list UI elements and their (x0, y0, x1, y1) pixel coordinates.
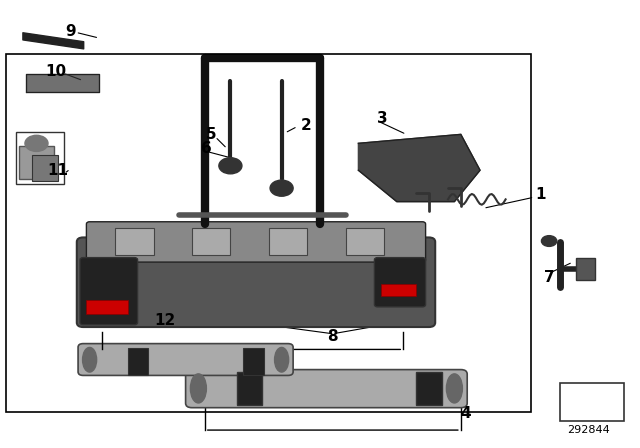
Bar (381, 284, 416, 296)
Bar (560, 383, 624, 421)
Text: 12: 12 (154, 313, 176, 328)
Text: 2: 2 (301, 118, 311, 133)
FancyBboxPatch shape (77, 237, 435, 327)
Bar (128, 348, 148, 375)
Ellipse shape (191, 374, 206, 403)
Bar (576, 258, 595, 280)
Bar (16, 132, 64, 184)
Ellipse shape (447, 374, 463, 403)
Text: 8: 8 (328, 329, 338, 345)
Text: 3: 3 (378, 111, 388, 126)
Ellipse shape (275, 348, 289, 372)
Text: 292844: 292844 (568, 425, 610, 435)
Circle shape (270, 180, 293, 196)
Text: 11: 11 (47, 163, 68, 178)
Bar (237, 372, 262, 405)
Text: 10: 10 (45, 64, 67, 79)
Text: 4: 4 (461, 405, 471, 421)
Circle shape (541, 236, 557, 246)
Bar (115, 228, 154, 255)
FancyBboxPatch shape (78, 344, 293, 375)
Circle shape (219, 158, 242, 174)
Bar (269, 228, 307, 255)
Text: 7: 7 (544, 270, 554, 285)
Circle shape (25, 135, 48, 151)
Bar (19, 146, 54, 179)
Bar (86, 300, 128, 314)
Bar (416, 372, 442, 405)
Text: 1: 1 (536, 187, 546, 202)
Ellipse shape (83, 348, 97, 372)
Bar (192, 228, 230, 255)
Bar (6, 54, 531, 412)
FancyBboxPatch shape (80, 258, 138, 325)
FancyBboxPatch shape (374, 258, 426, 307)
Text: 6: 6 (201, 141, 211, 156)
Bar (243, 348, 264, 375)
Bar (32, 155, 58, 181)
FancyBboxPatch shape (186, 370, 467, 408)
FancyBboxPatch shape (86, 222, 426, 262)
Bar (346, 228, 384, 255)
Text: 5: 5 (206, 127, 216, 142)
Text: 9: 9 (65, 24, 76, 39)
Polygon shape (358, 134, 480, 202)
